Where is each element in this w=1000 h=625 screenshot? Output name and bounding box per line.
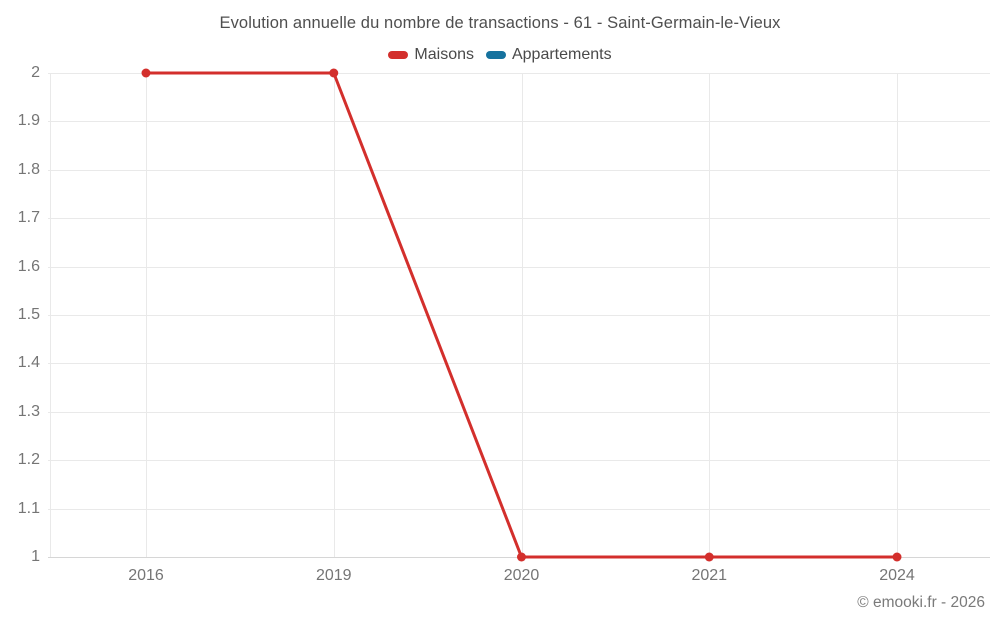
x-axis-tick-label: 2019 <box>315 567 352 584</box>
copyright-credit: © emooki.fr - 2026 <box>857 594 985 611</box>
y-axis-tick-label: 1.9 <box>17 112 40 130</box>
y-axis-tick-label: 1.1 <box>17 499 40 517</box>
legend-swatch-maisons-icon <box>388 51 409 59</box>
legend-item-maisons[interactable]: Maisons <box>388 46 474 64</box>
x-axis-tick-label: 2021 <box>691 567 728 584</box>
data-point-maisons-2019[interactable] <box>329 68 339 78</box>
y-axis-tick-label: 1.4 <box>17 354 40 372</box>
y-axis-tick-label: 1 <box>31 548 40 565</box>
y-axis-tick-label: 1.2 <box>17 451 40 469</box>
legend-item-appartements[interactable]: Appartements <box>485 46 612 64</box>
data-point-maisons-2021[interactable] <box>704 552 714 562</box>
data-point-maisons-2016[interactable] <box>141 68 151 78</box>
y-axis-tick-label: 1.3 <box>17 402 40 420</box>
x-axis-tick-label: 2020 <box>503 567 540 584</box>
legend-label-appartements: Appartements <box>511 46 612 63</box>
legend-swatch-appartements-icon <box>485 51 506 59</box>
y-axis-tick-label: 1.5 <box>17 306 40 323</box>
chart-legend: Maisons Appartements <box>0 45 1000 65</box>
data-point-maisons-2020[interactable] <box>517 552 526 562</box>
y-axis-tick-label: 2 <box>31 64 40 81</box>
y-axis-tick-label: 1.6 <box>17 257 40 275</box>
y-axis-tick-label: 1.8 <box>17 160 40 178</box>
legend-label-maisons: Maisons <box>414 46 474 63</box>
chart-title: Evolution annuelle du nombre de transact… <box>219 14 781 32</box>
y-axis-tick-label: 1.7 <box>17 209 40 227</box>
data-point-maisons-2024[interactable] <box>892 552 902 562</box>
x-axis-tick-label: 2024 <box>879 567 915 584</box>
x-axis-tick-label: 2016 <box>128 567 164 584</box>
